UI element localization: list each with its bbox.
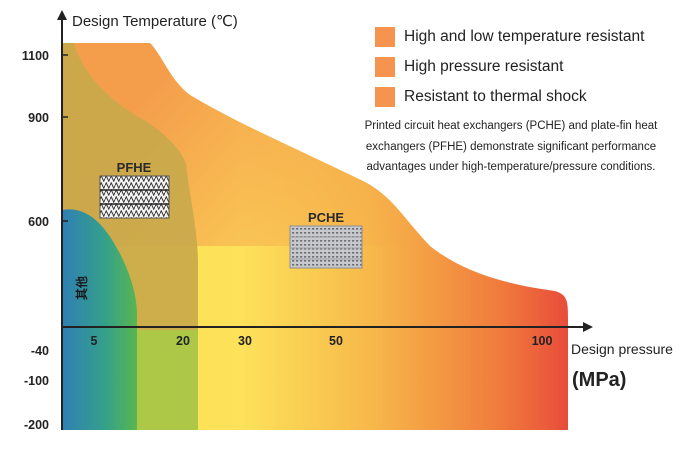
y-tick-label: 900 (28, 111, 49, 125)
pche-exchanger-image (289, 225, 363, 269)
pche-label: PCHE (308, 210, 344, 225)
legend-swatch (375, 87, 395, 107)
y-tick-label: 1100 (22, 49, 49, 63)
x-tick-label: 20 (176, 334, 190, 348)
x-tick-label: 50 (329, 334, 343, 348)
y-axis-title: Design Temperature (℃) (72, 13, 238, 30)
legend-label: High and low temperature resistant (404, 28, 645, 45)
y-tick-label: -100 (24, 374, 49, 388)
x-tick-label: 100 (532, 334, 553, 348)
y-tick-label: -40 (31, 344, 49, 358)
x-tick-label: 5 (91, 334, 98, 348)
y-tick-label: 600 (28, 215, 49, 229)
legend-swatch (375, 27, 395, 47)
legend-swatch (375, 57, 395, 77)
x-axis-title: Design pressure (571, 341, 673, 357)
x-tick-label: 30 (238, 334, 252, 348)
x-axis-unit: (MPa) (572, 369, 627, 391)
other-region (62, 209, 137, 430)
pfhe-label: PFHE (117, 160, 152, 175)
legend: High and low temperature resistant High … (375, 22, 675, 112)
y-tick-label: -200 (24, 418, 49, 432)
x-axis-arrow (583, 322, 593, 332)
description-note: Printed circuit heat exchangers (PCHE) a… (364, 120, 658, 173)
legend-label: Resistant to thermal shock (404, 88, 587, 105)
y-ticks: 1100 900 600 -40 -100 -200 (22, 49, 68, 432)
legend-item: High and low temperature resistant (375, 22, 675, 52)
legend-label: High pressure resistant (404, 58, 564, 75)
legend-item: Resistant to thermal shock (375, 82, 675, 112)
transition-band (137, 330, 198, 430)
x-ticks: 5 20 30 50 100 (91, 334, 553, 348)
pfhe-exchanger-image (99, 175, 170, 219)
legend-item: High pressure resistant (375, 52, 675, 82)
y-axis-arrow (57, 10, 67, 20)
other-label: 其他 (74, 276, 89, 300)
